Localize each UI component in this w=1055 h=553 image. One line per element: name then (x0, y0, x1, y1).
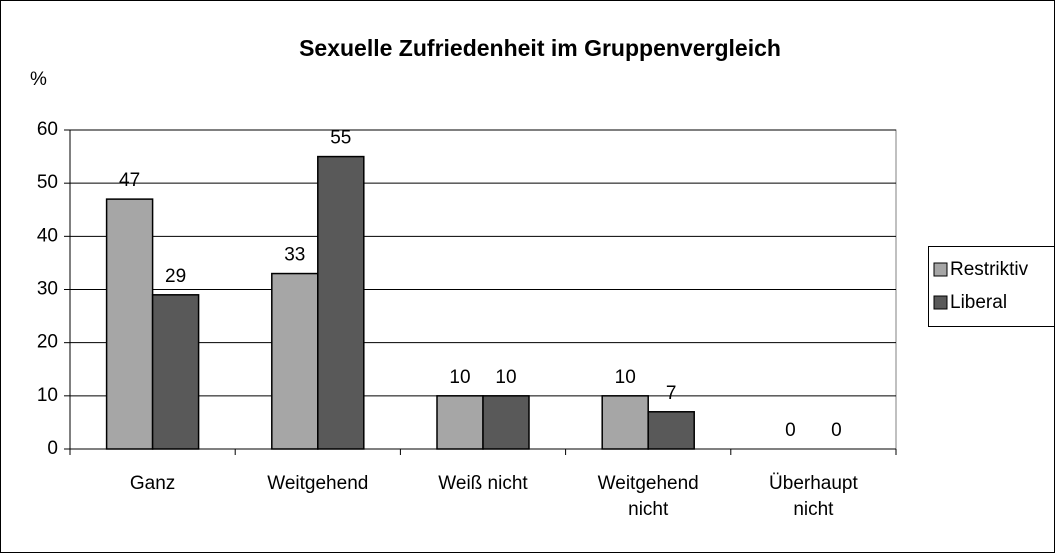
x-tick-label: Weiß nicht (438, 473, 528, 494)
data-label: 29 (165, 266, 186, 287)
bar (482, 395, 530, 450)
data-label: 10 (495, 367, 516, 388)
x-tick-label: Weitgehend nicht (598, 473, 699, 520)
y-tick-label: 0 (47, 438, 58, 459)
chart-title: Sexuelle Zufriedenheit im Gruppenverglei… (299, 35, 781, 61)
y-tick-label: 50 (37, 172, 58, 193)
bar (271, 272, 319, 450)
bar (647, 411, 695, 450)
data-label: 33 (284, 245, 305, 266)
legend-swatch (933, 262, 948, 277)
y-tick-label: 20 (37, 332, 58, 353)
legend-label: Liberal (950, 292, 1007, 313)
x-tick-label: Ganz (130, 473, 175, 494)
data-label: 0 (785, 420, 796, 441)
bar (151, 294, 200, 450)
data-label: 0 (831, 420, 842, 441)
bar (105, 198, 154, 450)
y-tick-label: 10 (37, 385, 58, 406)
data-label: 47 (119, 170, 140, 191)
data-label: 10 (449, 367, 470, 388)
data-label: 7 (666, 383, 677, 404)
y-axis-label: % (30, 69, 47, 90)
x-tick-label: Weitgehend (267, 473, 368, 494)
y-tick-label: 40 (37, 225, 58, 246)
legend (928, 246, 1055, 327)
y-tick-label: 60 (37, 119, 58, 140)
x-tick-label: Überhaupt nicht (769, 473, 858, 520)
legend-label: Restriktiv (950, 259, 1029, 280)
legend-swatch (933, 295, 948, 310)
y-tick-label: 30 (37, 279, 58, 300)
bar (436, 395, 484, 450)
data-label: 55 (330, 128, 351, 149)
data-label: 10 (615, 367, 636, 388)
bar (317, 155, 365, 450)
bar (601, 395, 649, 450)
